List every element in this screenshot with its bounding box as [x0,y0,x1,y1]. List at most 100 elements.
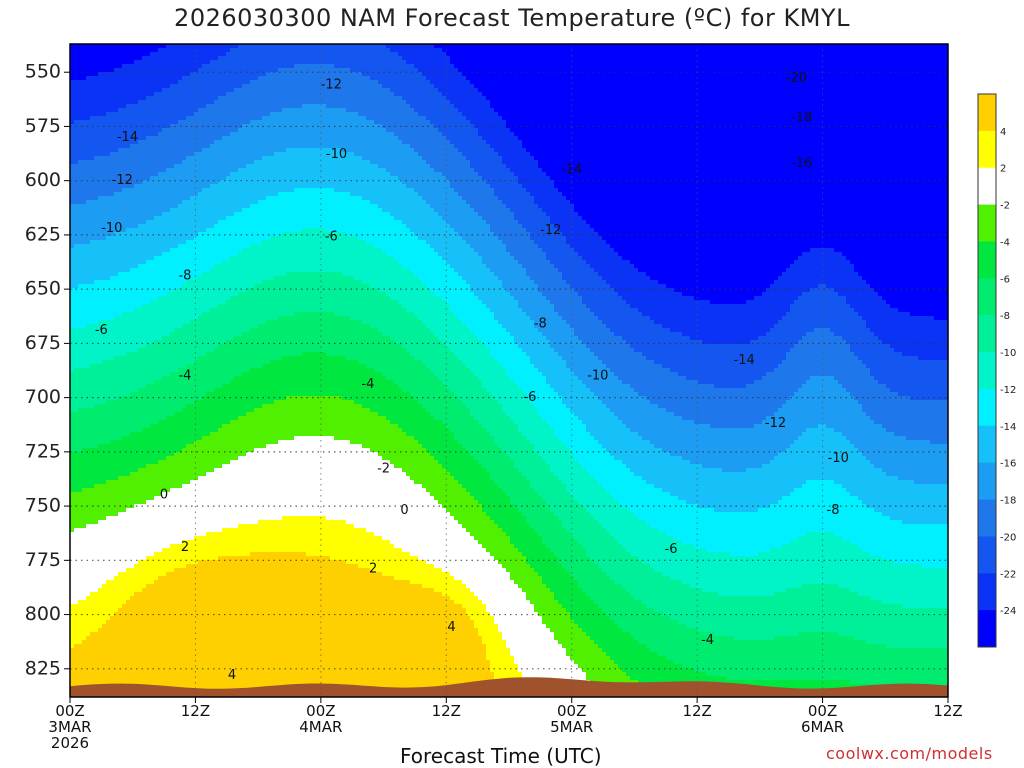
temp-cell [74,500,79,505]
temp-cell [86,360,91,365]
temp-cell [86,200,91,205]
temp-cell [86,400,91,405]
temp-cell [78,312,83,317]
temp-cell [78,552,83,557]
temp-cell [86,576,91,581]
temp-cell [78,56,83,61]
temp-cell [74,672,79,677]
temp-cell [82,80,87,85]
temp-cell [94,380,99,385]
temp-cell [74,168,79,173]
temp-cell [82,584,87,589]
temp-cell [86,352,91,357]
temp-cell [74,132,79,137]
temp-cell [82,496,87,501]
temp-cell [74,472,79,477]
temp-cell [74,420,79,425]
temp-cell [82,104,87,109]
temp-cell [74,656,79,661]
temp-cell [78,664,83,669]
temp-cell [82,204,87,209]
temp-cell [94,356,99,361]
temp-cell [82,128,87,133]
temp-cell [78,320,83,325]
temp-cell [86,376,91,381]
temp-cell [78,176,83,181]
temp-cell [86,188,91,193]
temp-cell [90,512,95,517]
temp-cell [82,664,87,669]
temp-cell [90,392,95,397]
temp-cell [82,312,87,317]
temp-cell [86,596,91,601]
temp-cell [86,496,91,501]
temp-cell [82,248,87,253]
temp-cell [78,232,83,237]
temp-cell [74,596,79,601]
temp-cell [86,272,91,277]
temp-cell [90,344,95,349]
temp-cell [86,648,91,653]
temp-cell [74,464,79,469]
temp-cell [86,572,91,577]
temp-cell [78,532,83,537]
temp-cell [94,284,99,289]
temp-cell [90,240,95,245]
temp-cell [82,376,87,381]
temp-cell [82,216,87,221]
temp-cell [74,564,79,569]
temp-cell [74,244,79,249]
temp-cell [86,156,91,161]
temp-cell [82,532,87,537]
temp-cell [90,60,95,65]
temp-cell [78,544,83,549]
temp-cell [78,416,83,421]
temp-cell [94,392,99,397]
temp-cell [82,672,87,677]
temp-cell [86,640,91,645]
temp-cell [86,252,91,257]
temp-cell [86,484,91,489]
temp-cell [94,96,99,101]
temp-cell [94,164,99,169]
temp-cell [78,336,83,341]
temp-cell [78,600,83,605]
temp-cell [74,228,79,233]
temp-cell [90,204,95,209]
temp-cell [82,56,87,61]
temp-cell [86,472,91,477]
temp-cell [90,252,95,257]
temp-cell [90,160,95,165]
temp-cell [90,100,95,105]
temp-cell [86,524,91,529]
temp-cell [94,88,99,93]
temp-cell [94,300,99,305]
temp-cell [74,316,79,321]
temp-cell [82,492,87,497]
temp-cell [90,496,95,501]
temp-cell [94,132,99,137]
temp-cell [78,528,83,533]
temp-cell [82,564,87,569]
temp-cell [78,428,83,433]
temp-cell [82,424,87,429]
temp-cell [82,100,87,105]
temp-cell [86,548,91,553]
temp-cell [82,284,87,289]
temp-cell [86,568,91,573]
temp-cell [90,528,95,533]
temp-cell [78,480,83,485]
temp-cell [86,620,91,625]
temp-cell [94,384,99,389]
temp-cell [74,360,79,365]
temp-cell [82,160,87,165]
temp-cell [90,420,95,425]
temp-cell [82,328,87,333]
temp-cell [74,216,79,221]
temp-cell [94,264,99,269]
temp-cell [78,128,83,133]
temp-cell [78,172,83,177]
temp-cell [74,364,79,369]
temp-cell [74,352,79,357]
temp-cell [90,136,95,141]
